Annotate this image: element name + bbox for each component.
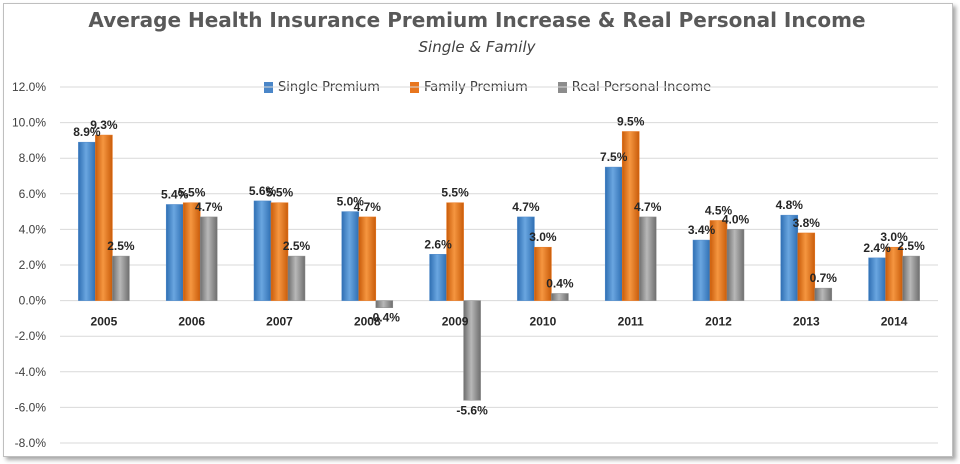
y-tick-label: 2.0%	[19, 258, 47, 272]
data-label: 4.7%	[195, 200, 223, 214]
bar-0-2011	[604, 166, 623, 301]
data-label: 4.7%	[512, 200, 540, 214]
bar-2-2010	[551, 293, 569, 301]
bar-2-2007	[287, 255, 306, 301]
bar-0-2009	[429, 254, 447, 301]
bar-0-2008	[341, 211, 360, 301]
data-label: 5.5%	[266, 186, 294, 200]
bar-2-2013	[814, 287, 833, 301]
bar-1-2011	[621, 131, 640, 301]
x-tick-label: 2005	[91, 315, 118, 329]
data-label: 9.5%	[617, 115, 645, 129]
bar-2-2008	[375, 300, 394, 308]
data-label: -5.6%	[456, 403, 488, 417]
x-tick-label: 2012	[705, 315, 732, 329]
bar-0-2005	[78, 141, 96, 301]
bar-0-2007	[253, 200, 272, 301]
x-tick-label: 2014	[881, 315, 908, 329]
y-tick-label: 8.0%	[19, 151, 47, 165]
x-tick-label: 2011	[618, 315, 644, 329]
y-tick-label: -4.0%	[15, 365, 47, 379]
data-label: 5.5%	[178, 186, 206, 200]
bar-0-2006	[165, 204, 184, 301]
data-label: 9.3%	[90, 118, 118, 132]
bar-0-2012	[692, 239, 711, 301]
bar-2-2011	[638, 216, 657, 301]
data-label: 8.9%	[73, 125, 101, 139]
y-tick-label: -2.0%	[15, 329, 47, 343]
data-label: 3.0%	[529, 230, 557, 244]
bar-2-2014	[902, 255, 920, 301]
bar-1-2006	[182, 202, 201, 301]
data-label: 3.0%	[880, 230, 908, 244]
data-label: 4.5%	[705, 204, 733, 218]
y-tick-label: 0.0%	[19, 294, 47, 308]
labels-layer: 8.9%9.3%2.5%20055.4%5.5%4.7%20065.6%5.5%…	[73, 115, 925, 418]
y-tick-label: -6.0%	[15, 400, 47, 414]
data-label: 3.8%	[793, 216, 821, 230]
x-tick-label: 2006	[178, 315, 205, 329]
y-tick-label: 12.0%	[12, 80, 46, 94]
data-label: 4.7%	[354, 200, 382, 214]
data-label: 5.6%	[249, 184, 277, 198]
data-label: 5.0%	[337, 195, 365, 209]
y-tick-label: 4.0%	[19, 222, 47, 236]
x-tick-label: 2009	[442, 315, 469, 329]
data-label: 0.7%	[810, 271, 838, 285]
bar-1-2007	[270, 202, 289, 301]
bars-layer	[78, 131, 920, 401]
x-tick-label: 2010	[530, 315, 557, 329]
data-label: 2.5%	[897, 239, 925, 253]
data-label: 2.6%	[424, 237, 452, 251]
bar-2-2006	[199, 216, 218, 301]
chart-subtitle: Single & Family	[418, 38, 536, 56]
data-label: 2.5%	[107, 239, 135, 253]
bar-1-2005	[95, 134, 113, 301]
data-label: 2.5%	[283, 239, 311, 253]
chart-title: Average Health Insurance Premium Increas…	[88, 8, 866, 32]
bar-0-2014	[868, 257, 886, 301]
bar-1-2013	[797, 232, 816, 301]
data-label: 0.4%	[546, 276, 574, 290]
x-tick-label: 2007	[266, 315, 293, 329]
bar-2-2012	[726, 229, 745, 301]
y-tick-label: -8.0%	[15, 436, 47, 450]
data-label: 5.4%	[161, 187, 189, 201]
data-label: 3.4%	[688, 223, 716, 237]
data-label: 5.5%	[441, 186, 469, 200]
bar-1-2008	[358, 216, 377, 301]
bar-1-2010	[534, 246, 552, 301]
bar-1-2014	[885, 246, 903, 301]
grid-layer: 12.0% 10.0% 8.0% 6.0% 4.0% 2.0% 0.0% -2.0% -4.0%…	[12, 80, 938, 450]
data-label: 4.7%	[634, 200, 662, 214]
bar-1-2009	[446, 202, 464, 301]
data-label: 4.8%	[776, 198, 804, 212]
data-label: 4.0%	[722, 212, 750, 226]
y-tick-label: 6.0%	[19, 187, 47, 201]
data-label: 2.4%	[863, 241, 891, 255]
y-tick-label: 10.0%	[12, 116, 46, 130]
data-label: -0.4%	[369, 311, 401, 325]
x-tick-label: 2013	[793, 315, 820, 329]
x-tick-label: 2008	[354, 315, 381, 329]
data-label: 7.5%	[600, 150, 628, 164]
bar-2-2005	[112, 255, 130, 301]
bar-2-2009	[463, 300, 481, 401]
